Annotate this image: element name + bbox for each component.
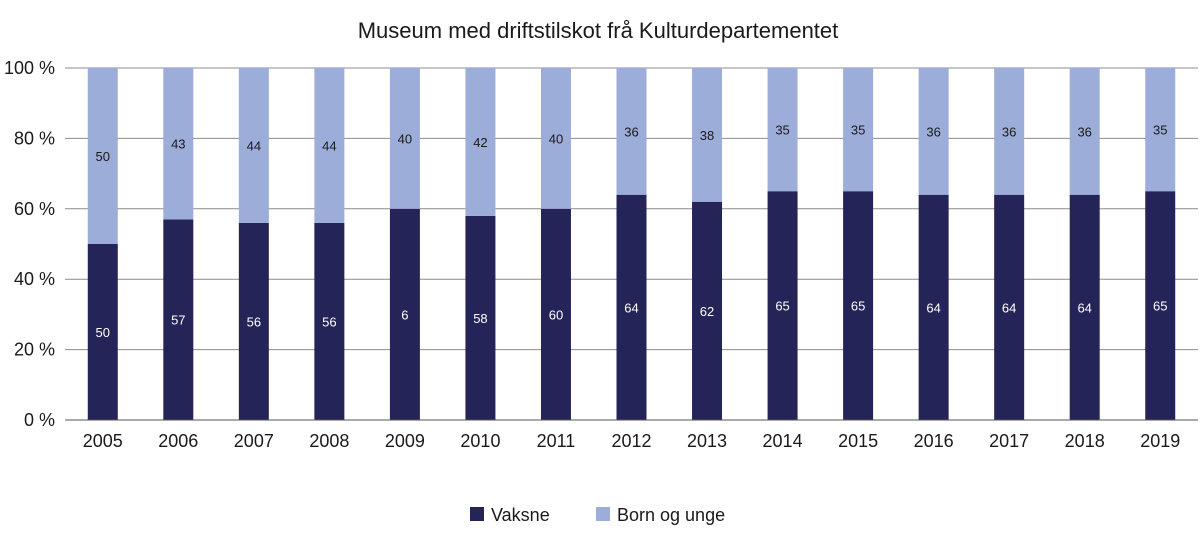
data-label: 42 — [473, 135, 487, 150]
x-tick-label: 2018 — [1065, 431, 1105, 451]
bar-segment-born-og-unge — [238, 68, 269, 223]
data-label: 50 — [96, 325, 110, 340]
legend-swatch — [596, 507, 610, 521]
bar-segment-vaksne — [389, 208, 420, 420]
bar-segment-born-og-unge — [540, 68, 571, 209]
data-label: 64 — [926, 300, 940, 315]
x-tick-label: 2011 — [537, 431, 576, 451]
data-label: 35 — [851, 123, 865, 138]
data-label: 44 — [322, 138, 336, 153]
bar-segment-vaksne — [163, 219, 194, 420]
bar-segment-born-og-unge — [389, 68, 420, 209]
x-tick-label: 2013 — [687, 431, 727, 451]
bar-segment-born-og-unge — [465, 68, 496, 216]
data-label: 57 — [171, 313, 185, 328]
legend-swatch — [470, 507, 484, 521]
bar-segment-vaksne — [238, 222, 269, 420]
y-tick-label: 20 % — [14, 340, 55, 360]
data-label: 65 — [1153, 299, 1167, 314]
bar-segment-born-og-unge — [163, 68, 194, 220]
x-tick-label: 2015 — [838, 431, 878, 451]
data-label: 50 — [96, 149, 110, 164]
x-tick-label: 2016 — [914, 431, 954, 451]
data-label: 38 — [700, 128, 714, 143]
y-tick-label: 0 % — [24, 410, 55, 430]
x-tick-label: 2009 — [385, 431, 425, 451]
x-tick-label: 2005 — [83, 431, 123, 451]
legend: Vaksne Born og unge — [470, 505, 725, 525]
data-label: 35 — [775, 123, 789, 138]
y-tick-label: 100 % — [4, 58, 55, 78]
data-label: 35 — [1153, 123, 1167, 138]
data-label: 36 — [1002, 124, 1016, 139]
x-tick-label: 2008 — [309, 431, 349, 451]
y-tick-label: 80 % — [14, 128, 55, 148]
data-label: 64 — [1002, 300, 1016, 315]
data-label: 62 — [700, 304, 714, 319]
bar-segment-born-og-unge — [616, 68, 647, 195]
legend-label: Vaksne — [491, 505, 550, 525]
x-axis-ticks: 2005 2006 2007 2008 2009 2010 2011 2012 2013 2014… — [83, 431, 1181, 451]
data-label: 65 — [851, 299, 865, 314]
bars: 50 50 57 43 56 44 56 44 6 40 58 42 60 40 64 36 62 38 65 35 6… — [87, 68, 1176, 420]
bar-segment-vaksne — [465, 215, 496, 420]
data-label: 58 — [473, 311, 487, 326]
data-label: 6 — [401, 307, 408, 322]
bar-segment-vaksne — [767, 191, 798, 420]
data-label: 64 — [1077, 300, 1091, 315]
data-label: 64 — [624, 300, 638, 315]
chart-title: Museum med driftstilskot frå Kulturdepar… — [358, 18, 839, 43]
bar-segment-born-og-unge — [918, 68, 949, 195]
data-label: 43 — [171, 137, 185, 152]
x-tick-label: 2012 — [611, 431, 651, 451]
bar-segment-born-og-unge — [1069, 68, 1100, 195]
x-tick-label: 2019 — [1140, 431, 1180, 451]
x-tick-label: 2010 — [460, 431, 500, 451]
data-label: 65 — [775, 299, 789, 314]
bar-segment-vaksne — [616, 194, 647, 420]
data-label: 56 — [322, 314, 336, 329]
bar-segment-born-og-unge — [843, 68, 874, 192]
bar-segment-born-og-unge — [692, 68, 723, 202]
bar-segment-vaksne — [994, 194, 1025, 420]
data-label: 36 — [926, 124, 940, 139]
bar-segment-born-og-unge — [767, 68, 798, 192]
bar-segment-vaksne — [1069, 194, 1100, 420]
x-tick-label: 2014 — [763, 431, 803, 451]
x-tick-label: 2017 — [989, 431, 1029, 451]
data-label: 40 — [549, 131, 563, 146]
data-label: 60 — [549, 307, 563, 322]
bar-segment-vaksne — [540, 208, 571, 420]
x-tick-label: 2006 — [158, 431, 198, 451]
data-label: 36 — [1077, 124, 1091, 139]
y-axis-ticks: 0 % 20 % 40 % 60 % 80 % 100 % — [4, 58, 55, 430]
y-tick-label: 40 % — [14, 269, 55, 289]
data-label: 44 — [247, 138, 261, 153]
data-label: 56 — [247, 314, 261, 329]
bar-segment-vaksne — [692, 201, 723, 420]
legend-label: Born og unge — [617, 505, 725, 525]
bar-segment-vaksne — [314, 222, 345, 420]
bar-segment-born-og-unge — [87, 68, 118, 244]
bar-segment-vaksne — [87, 244, 118, 420]
bar-segment-born-og-unge — [314, 68, 345, 223]
data-label: 36 — [624, 124, 638, 139]
y-tick-label: 60 % — [14, 199, 55, 219]
bar-segment-born-og-unge — [994, 68, 1025, 195]
x-tick-label: 2007 — [234, 431, 274, 451]
data-label: 40 — [398, 131, 412, 146]
bar-segment-vaksne — [1145, 191, 1176, 420]
bar-segment-vaksne — [918, 194, 949, 420]
bar-segment-born-og-unge — [1145, 68, 1176, 192]
bar-segment-vaksne — [843, 191, 874, 420]
